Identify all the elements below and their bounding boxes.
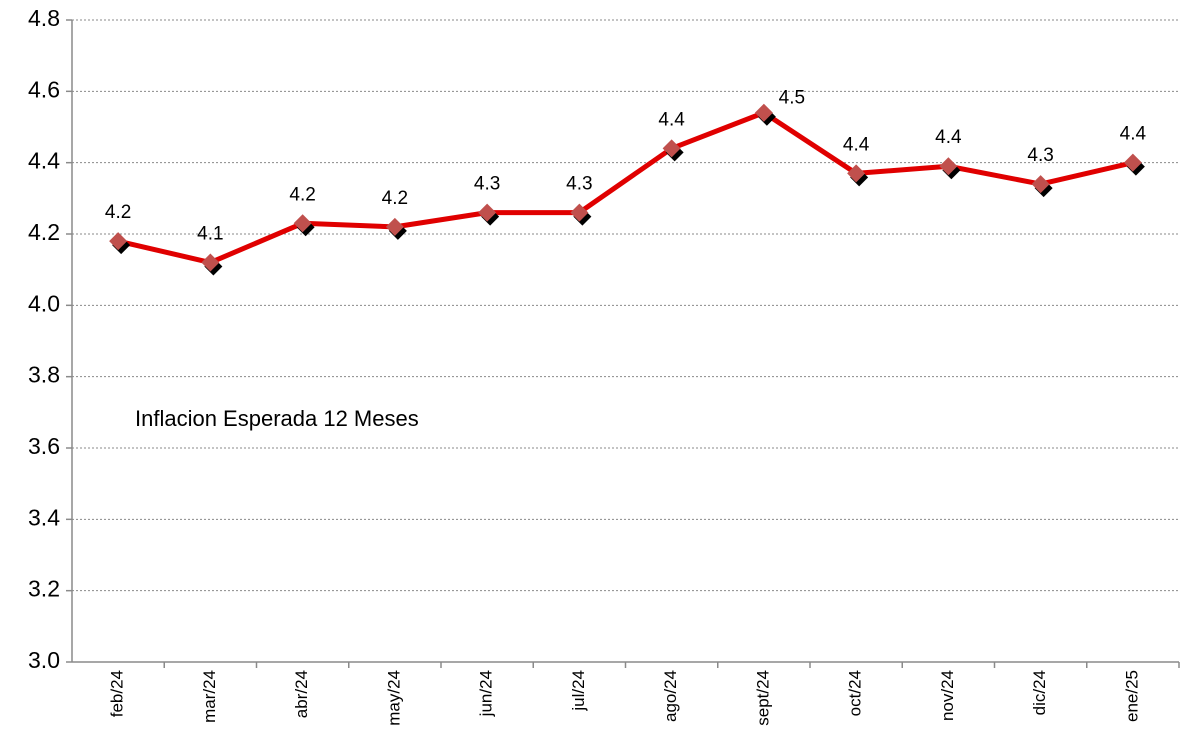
- y-tick-label: 3.2: [28, 576, 60, 602]
- data-label: 4.4: [1120, 124, 1147, 145]
- data-label: 4.2: [382, 188, 408, 209]
- data-label: 4.4: [658, 109, 685, 130]
- marker: [1031, 175, 1050, 194]
- marker: [478, 203, 497, 222]
- data-label: 4.3: [1027, 145, 1053, 166]
- y-tick-label: 4.0: [28, 290, 60, 316]
- line: [117, 110, 1134, 266]
- data-label: 4.4: [935, 127, 962, 148]
- x-tick-label: ene/25: [1122, 670, 1141, 722]
- x-tick-label: jun/24: [477, 670, 496, 717]
- y-tick-label: 4.6: [28, 76, 60, 102]
- marker: [662, 139, 681, 158]
- marker: [201, 253, 220, 272]
- marker: [1123, 153, 1142, 172]
- series-label: Inflacion Esperada 12 Meses: [135, 406, 419, 431]
- data-label: 4.2: [105, 202, 131, 223]
- x-tick-label: dic/24: [1030, 670, 1049, 715]
- data-label: 4.3: [566, 174, 592, 195]
- data-label: 4.4: [843, 134, 870, 155]
- marker: [939, 157, 958, 176]
- marker: [109, 232, 128, 251]
- y-tick-label: 3.4: [28, 504, 60, 530]
- marker: [847, 164, 866, 183]
- data-label: 4.3: [474, 174, 500, 195]
- marker: [385, 217, 404, 236]
- x-tick-label: sept/24: [753, 670, 772, 726]
- x-tick-label: ago/24: [661, 670, 680, 722]
- y-tick-label: 4.4: [28, 148, 60, 174]
- y-tick-label: 3.0: [28, 647, 60, 673]
- x-tick-label: jul/24: [569, 670, 588, 712]
- y-tick-label: 3.8: [28, 362, 60, 388]
- x-tick-label: oct/24: [846, 670, 865, 716]
- marker: [570, 203, 589, 222]
- x-tick-label: feb/24: [108, 670, 127, 717]
- data-label: 4.1: [197, 224, 223, 245]
- y-tick-label: 4.2: [28, 219, 60, 245]
- x-tick-label: nov/24: [938, 670, 957, 721]
- data-label: 4.5: [779, 88, 805, 109]
- marker: [754, 103, 773, 122]
- data-label: 4.2: [289, 184, 315, 205]
- x-tick-label: mar/24: [200, 670, 219, 723]
- x-tick-label: abr/24: [292, 670, 311, 718]
- x-tick-label: may/24: [384, 670, 403, 726]
- y-tick-label: 4.8: [28, 5, 60, 31]
- marker: [293, 214, 312, 233]
- y-tick-label: 3.6: [28, 433, 60, 459]
